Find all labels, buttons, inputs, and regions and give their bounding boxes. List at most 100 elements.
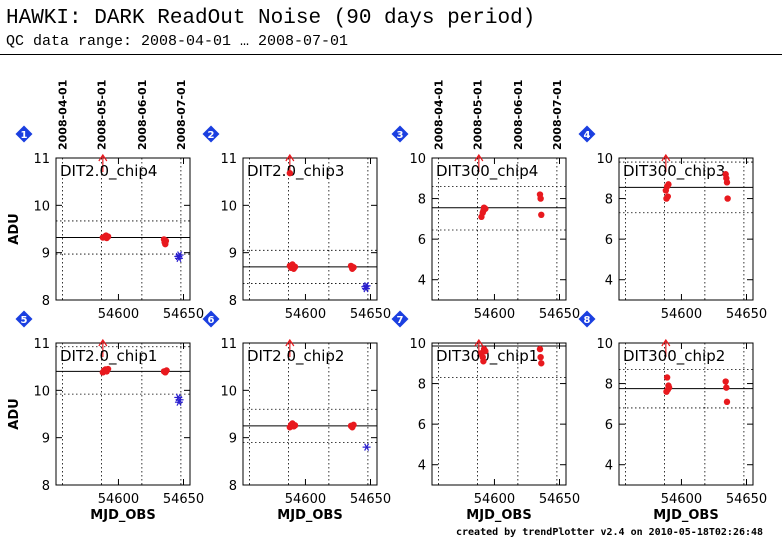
date-tick-label: 2008-05-01 bbox=[96, 80, 109, 150]
y-tick-label: 11 bbox=[220, 337, 237, 352]
x-axis-label: MJD_OBS bbox=[466, 508, 531, 523]
y-tick-label: 10 bbox=[409, 152, 426, 167]
reference-point bbox=[177, 251, 183, 259]
x-tick-label: 54650 bbox=[726, 492, 767, 507]
data-point bbox=[350, 421, 357, 429]
plot-frame bbox=[242, 157, 378, 301]
y-tick-label: 10 bbox=[409, 337, 426, 352]
plot-frame bbox=[431, 342, 567, 486]
data-point bbox=[536, 345, 544, 353]
y-tick-label: 9 bbox=[229, 432, 237, 447]
date-tick-label: 2008-04-01 bbox=[57, 80, 70, 150]
panel-title: DIT2.0_chip4 bbox=[60, 162, 157, 181]
chart-panel-6: 6 8 9 10 11 54600 54650 DIT2.0_chip2 MJD_OBS bbox=[202, 310, 391, 523]
x-tick-label: 54650 bbox=[539, 492, 580, 507]
y-tick-label: 9 bbox=[42, 247, 50, 262]
y-tick-label: 4 bbox=[418, 459, 426, 474]
data-point bbox=[724, 195, 731, 202]
data-point bbox=[291, 263, 299, 271]
x-tick-label: 54650 bbox=[163, 492, 204, 507]
x-tick-label: 54600 bbox=[474, 492, 515, 507]
plot-frame bbox=[618, 342, 754, 486]
y-tick-label: 10 bbox=[220, 384, 237, 399]
date-tick-label: 2008-06-01 bbox=[136, 80, 149, 150]
event-marker-arrow bbox=[98, 338, 108, 347]
x-tick-label: 54650 bbox=[350, 492, 391, 507]
y-tick-label: 4 bbox=[418, 274, 426, 289]
y-tick-label: 8 bbox=[418, 193, 426, 208]
data-point bbox=[663, 374, 671, 381]
data-point bbox=[104, 365, 112, 373]
plot-frame bbox=[55, 157, 191, 301]
chart-panel-2: 2 8 9 10 11 54600 54650 DIT2.0_chip3 bbox=[202, 125, 391, 322]
data-point bbox=[538, 360, 545, 367]
y-tick-label: 8 bbox=[229, 294, 237, 309]
panel-badge-number: 5 bbox=[21, 315, 28, 326]
y-tick-label: 8 bbox=[42, 294, 50, 309]
data-point bbox=[291, 422, 299, 429]
data-point bbox=[482, 347, 489, 355]
data-point bbox=[723, 179, 731, 186]
panel-badge-diamond bbox=[202, 310, 220, 328]
panel-title: DIT300_chip3 bbox=[623, 162, 725, 181]
reference-point bbox=[177, 396, 183, 404]
x-tick-label: 54650 bbox=[539, 307, 580, 322]
y-axis-label: ADU bbox=[7, 213, 22, 244]
panel-badge-number: 4 bbox=[584, 130, 591, 141]
chart-panel-4: 4 4 6 8 10 54600 54650 DIT300_chip3 bbox=[578, 125, 767, 322]
y-tick-label: 8 bbox=[42, 479, 50, 494]
date-tick-label: 2008-07-01 bbox=[175, 80, 188, 150]
y-tick-label: 9 bbox=[229, 247, 237, 262]
x-tick-label: 54600 bbox=[285, 307, 326, 322]
event-marker-arrow bbox=[98, 153, 108, 162]
x-axis-label: MJD_OBS bbox=[90, 508, 155, 523]
chart-panel-5: 5 8 9 10 11 54600 54650 DIT2.0_chip1 ADU MJD_OBS bbox=[7, 310, 204, 523]
y-tick-label: 10 bbox=[596, 152, 613, 167]
y-tick-label: 8 bbox=[605, 378, 613, 393]
data-point bbox=[480, 358, 487, 365]
y-tick-label: 8 bbox=[605, 193, 613, 208]
panel-title: DIT2.0_chip1 bbox=[60, 347, 157, 366]
x-axis-label: MJD_OBS bbox=[653, 508, 718, 523]
x-tick-label: 54650 bbox=[350, 307, 391, 322]
x-tick-label: 54650 bbox=[163, 307, 204, 322]
data-point bbox=[723, 398, 731, 406]
panel-badge-number: 2 bbox=[208, 130, 215, 141]
page-subtitle: QC data range: 2008-04-01 … 2008-07-01 bbox=[6, 33, 349, 50]
event-marker-arrow bbox=[285, 153, 295, 162]
data-point bbox=[663, 195, 670, 202]
data-point bbox=[480, 207, 487, 214]
panel-title: DIT2.0_chip2 bbox=[247, 347, 344, 366]
y-tick-label: 10 bbox=[220, 199, 237, 214]
header-divider bbox=[0, 54, 782, 55]
chart-panel-1: 1 8 9 10 11 54600 54650 DIT2.0_chip4 ADU 2008-04-… bbox=[7, 80, 204, 322]
panel-badge-number: 8 bbox=[584, 315, 591, 326]
data-point bbox=[665, 181, 672, 188]
y-tick-label: 6 bbox=[605, 233, 613, 248]
chart-panel-7: 7 4 6 8 10 54600 54650 DIT300_chip1 MJD_OBS bbox=[391, 310, 580, 523]
panel-badge-diamond bbox=[578, 125, 596, 143]
panel-badge-number: 1 bbox=[21, 130, 28, 141]
x-axis-label: MJD_OBS bbox=[277, 508, 342, 523]
data-point bbox=[537, 354, 544, 361]
panel-badge-number: 3 bbox=[397, 130, 404, 141]
y-tick-label: 8 bbox=[229, 479, 237, 494]
panel-badge-number: 6 bbox=[208, 315, 215, 326]
panel-title: DIT300_chip4 bbox=[436, 162, 538, 181]
y-tick-label: 10 bbox=[596, 337, 613, 352]
panel-title: DIT2.0_chip3 bbox=[247, 162, 344, 181]
x-tick-label: 54650 bbox=[726, 307, 767, 322]
y-tick-label: 6 bbox=[418, 233, 426, 248]
y-tick-label: 11 bbox=[220, 152, 237, 167]
date-tick-label: 2008-04-01 bbox=[433, 80, 446, 150]
reference-point bbox=[364, 282, 370, 290]
event-marker-arrow bbox=[661, 338, 671, 347]
data-point bbox=[663, 388, 670, 395]
data-point bbox=[538, 211, 545, 218]
footer-credit: created by trendPlotter v2.4 on 2010-05-… bbox=[456, 527, 764, 538]
y-tick-label: 4 bbox=[605, 274, 613, 289]
event-marker-arrow bbox=[474, 338, 484, 347]
plot-frame bbox=[55, 342, 191, 486]
y-tick-label: 6 bbox=[418, 418, 426, 433]
